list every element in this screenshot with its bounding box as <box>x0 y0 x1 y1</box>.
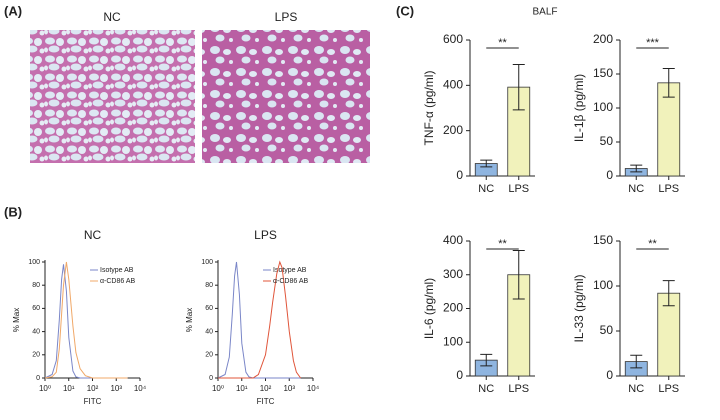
y-tick-label: 100 <box>201 259 213 266</box>
y-axis-label: IL-1β (pg/ml) <box>572 74 586 142</box>
y-tick-label: 200 <box>443 301 463 315</box>
x-tick-label: NC <box>478 383 494 395</box>
significance-label: ** <box>498 37 507 49</box>
x-tick-label: 10⁰ <box>39 384 51 393</box>
x-tick-label: LPS <box>508 383 529 395</box>
y-tick-label: 400 <box>443 78 463 92</box>
x-tick-label: 10⁴ <box>307 384 320 393</box>
y-axis-label: IL-6 (pg/ml) <box>422 278 436 339</box>
y-tick-label: 60 <box>32 305 40 312</box>
x-tick-label: NC <box>628 183 644 195</box>
y-tick-label: 20 <box>32 352 40 359</box>
error-bar <box>630 164 643 173</box>
x-tick-label: NC <box>628 383 644 395</box>
y-tick-label: 300 <box>443 267 463 281</box>
significance-label: *** <box>646 37 660 49</box>
y-tick-label: 0 <box>456 368 463 382</box>
error-bar <box>512 249 525 300</box>
x-tick-label: LPS <box>508 183 529 195</box>
y-tick-label: 0 <box>606 368 613 382</box>
y-tick-label: 200 <box>593 32 613 46</box>
y-tick-label: 100 <box>28 259 40 266</box>
legend-label: α-CD86 AB <box>100 278 136 285</box>
y-tick-label: 0 <box>209 375 213 382</box>
x-axis-label: FITC <box>257 397 275 406</box>
y-tick-label: 60 <box>205 305 213 312</box>
x-tick-label: NC <box>478 183 494 195</box>
x-tick-label: 10¹ <box>63 384 75 393</box>
series-line <box>217 261 301 379</box>
chart-title: NC <box>84 228 102 242</box>
y-tick-label: 400 <box>443 233 463 247</box>
x-tick-label: 10² <box>260 384 272 393</box>
x-tick-label: 10² <box>87 384 99 393</box>
chart-title: LPS <box>254 228 277 242</box>
y-tick-label: 80 <box>205 282 213 289</box>
panel-label: (A) <box>4 3 22 18</box>
y-tick-label: 0 <box>456 168 463 182</box>
y-tick-label: 150 <box>593 233 613 247</box>
histology-image <box>30 30 195 163</box>
y-axis-label: % Max <box>185 308 194 332</box>
error-bar <box>480 353 493 367</box>
panel-label: (C) <box>396 3 414 18</box>
y-tick-label: 600 <box>443 32 463 46</box>
error-bar <box>512 63 525 111</box>
y-tick-label: 80 <box>32 282 40 289</box>
x-axis-label: FITC <box>84 397 102 406</box>
x-tick-label: 10³ <box>110 384 122 393</box>
series-line <box>218 260 302 379</box>
y-tick-label: 0 <box>606 168 613 182</box>
y-tick-label: 100 <box>593 100 613 114</box>
series-line <box>44 261 128 379</box>
panel-label: (B) <box>4 204 22 219</box>
image-title: LPS <box>275 10 298 24</box>
x-tick-label: LPS <box>658 383 679 395</box>
x-tick-label: LPS <box>658 183 679 195</box>
y-tick-label: 100 <box>593 278 613 292</box>
significance-label: ** <box>648 238 657 250</box>
y-axis-label: % Max <box>12 308 21 332</box>
error-bar <box>630 354 643 369</box>
legend-label: α-CD86 AB <box>273 278 309 285</box>
y-tick-label: 200 <box>443 123 463 137</box>
y-tick-label: 40 <box>205 328 213 335</box>
histology-image <box>202 30 370 163</box>
y-tick-label: 0 <box>36 375 40 382</box>
y-axis-label: TNF-α (pg/ml) <box>422 71 436 146</box>
y-axis-label: IL-33 (pg/ml) <box>572 274 586 342</box>
y-tick-label: 50 <box>600 134 614 148</box>
error-bar <box>480 159 493 168</box>
x-tick-label: 10⁰ <box>212 384 224 393</box>
y-tick-label: 100 <box>443 334 463 348</box>
x-tick-label: 10¹ <box>236 384 248 393</box>
y-tick-label: 40 <box>32 328 40 335</box>
y-tick-label: 20 <box>205 352 213 359</box>
error-bar <box>662 280 675 307</box>
significance-label: ** <box>498 238 507 250</box>
group-title: BALF <box>532 7 557 18</box>
x-tick-label: 10³ <box>283 384 295 393</box>
y-tick-label: 150 <box>593 66 613 80</box>
legend-label: Isotype AB <box>100 267 134 274</box>
legend-label: Isotype AB <box>273 267 307 274</box>
y-tick-label: 50 <box>600 323 614 337</box>
x-tick-label: 10⁴ <box>134 384 147 393</box>
error-bar <box>662 68 675 98</box>
image-title: NC <box>103 10 121 24</box>
